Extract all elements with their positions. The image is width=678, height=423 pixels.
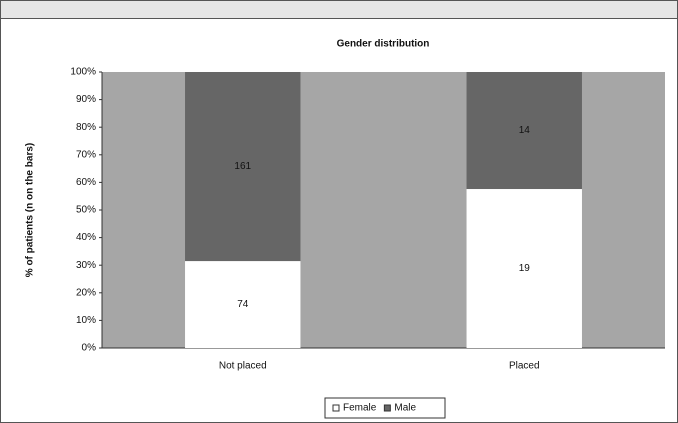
y-tick-label: 20% (76, 287, 96, 298)
y-tick-label: 30% (76, 260, 96, 271)
chart-title: Gender distribution (337, 39, 430, 50)
legend-label: Female (343, 403, 377, 414)
data-label: 74 (237, 299, 249, 310)
y-tick-label: 90% (76, 94, 96, 105)
y-tick-label: 40% (76, 232, 96, 243)
y-tick-label: 0% (82, 343, 97, 354)
legend-swatch (383, 404, 391, 412)
bar-segment (185, 72, 301, 262)
y-tick-label: 50% (76, 205, 96, 216)
bar-segment (185, 261, 301, 348)
header-strip (0, 0, 678, 19)
data-label: 19 (519, 263, 531, 274)
y-tick-label: 10% (76, 315, 96, 326)
y-tick-label: 100% (70, 67, 96, 78)
bar-segment (466, 72, 582, 190)
y-axis-title: % of patients (n on the bars) (25, 143, 36, 277)
bar-segment (466, 189, 582, 348)
y-tick-label: 70% (76, 149, 96, 160)
legend-label: Male (394, 403, 416, 414)
data-label: 161 (234, 161, 251, 172)
y-tick-label: 60% (76, 177, 96, 188)
x-tick-label: Placed (509, 361, 540, 372)
x-tick-label: Not placed (219, 361, 267, 372)
legend-swatch (332, 404, 340, 412)
y-tick-label: 80% (76, 122, 96, 133)
data-label: 14 (519, 125, 531, 136)
